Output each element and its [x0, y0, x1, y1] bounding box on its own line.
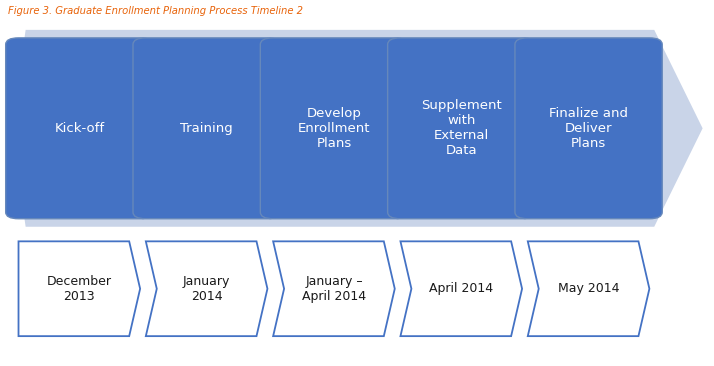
Text: Supplement
with
External
Data: Supplement with External Data: [421, 99, 502, 157]
Text: Develop
Enrollment
Plans: Develop Enrollment Plans: [298, 107, 370, 150]
FancyBboxPatch shape: [261, 38, 408, 219]
Text: May 2014: May 2014: [558, 282, 619, 295]
Text: Kick-off: Kick-off: [54, 122, 104, 135]
Text: December
2013: December 2013: [47, 275, 112, 303]
FancyBboxPatch shape: [6, 38, 153, 219]
Text: January
2014: January 2014: [183, 275, 231, 303]
FancyBboxPatch shape: [133, 38, 281, 219]
Polygon shape: [528, 241, 650, 336]
Text: April 2014: April 2014: [429, 282, 493, 295]
Text: Figure 3. Graduate Enrollment Planning Process Timeline 2: Figure 3. Graduate Enrollment Planning P…: [8, 6, 303, 16]
Polygon shape: [401, 241, 522, 336]
Text: Training: Training: [180, 122, 233, 135]
FancyBboxPatch shape: [388, 38, 535, 219]
Polygon shape: [19, 241, 140, 336]
Polygon shape: [11, 30, 703, 227]
Polygon shape: [273, 241, 395, 336]
Text: January –
April 2014: January – April 2014: [302, 275, 366, 303]
FancyBboxPatch shape: [515, 38, 662, 219]
Text: Finalize and
Deliver
Plans: Finalize and Deliver Plans: [549, 107, 628, 150]
Polygon shape: [146, 241, 268, 336]
